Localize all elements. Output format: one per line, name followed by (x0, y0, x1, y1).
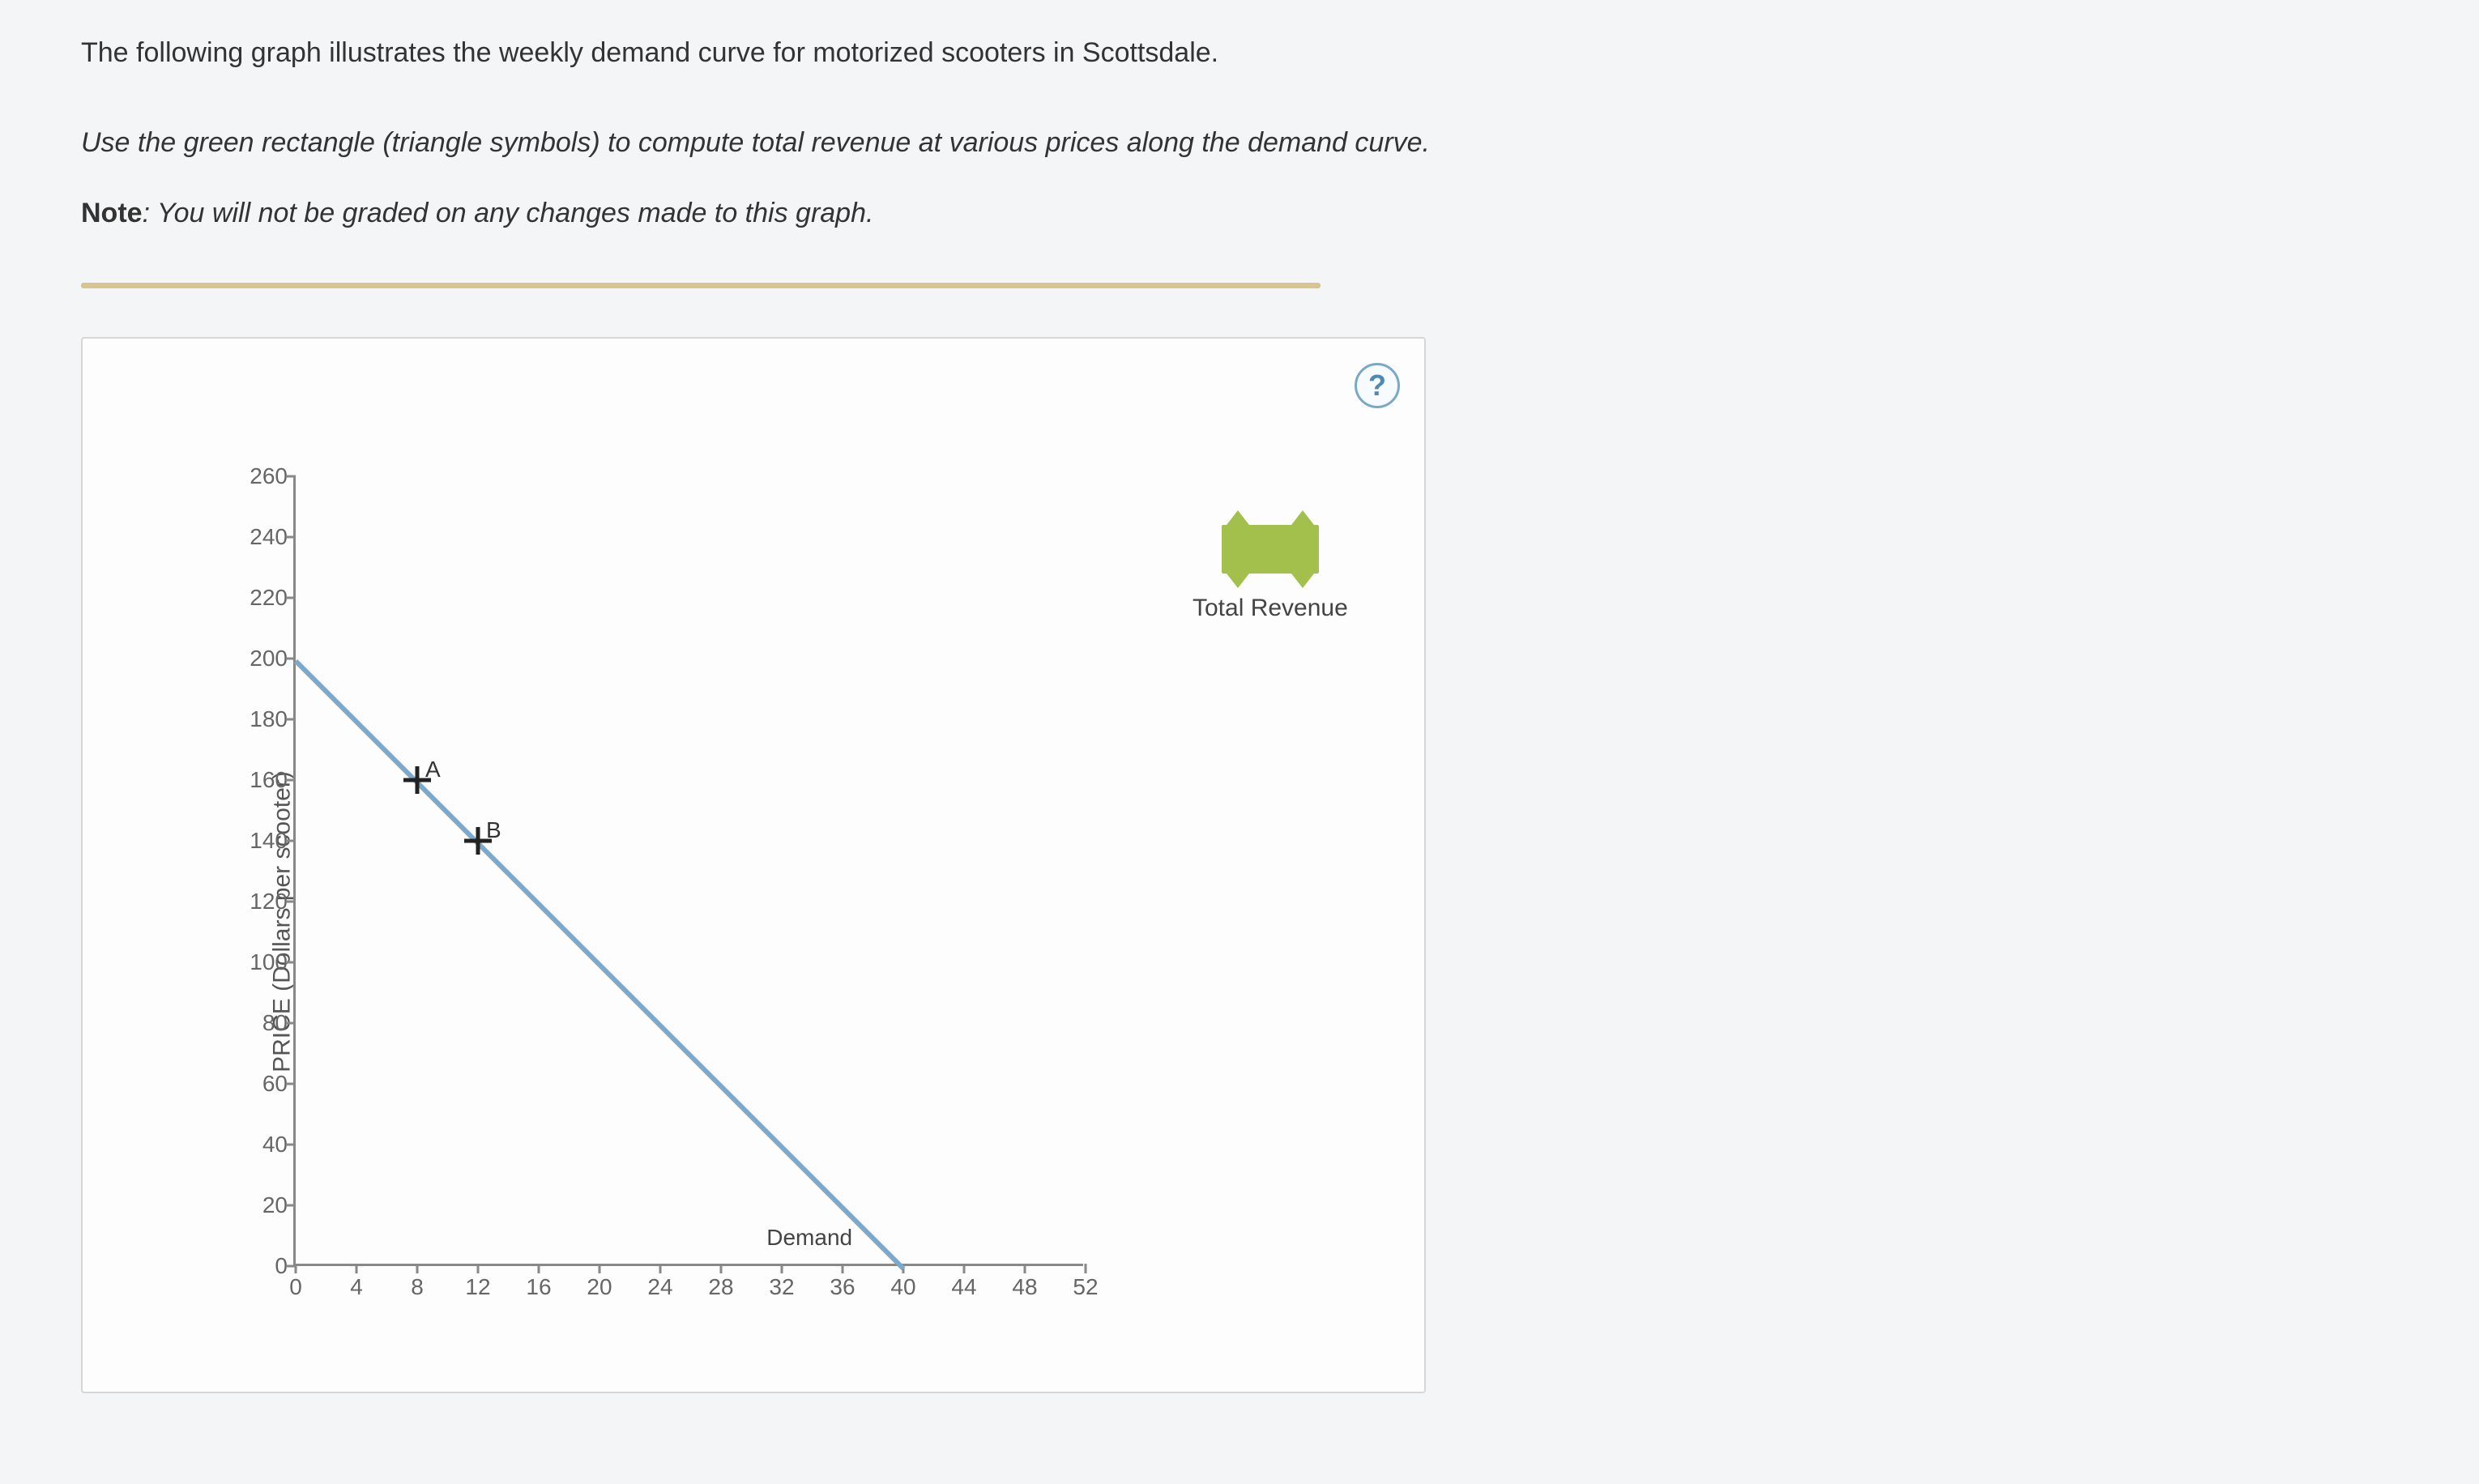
note-label: Note (81, 198, 143, 228)
x-tick-label: 28 (708, 1270, 733, 1304)
x-tick-label: 4 (350, 1270, 363, 1304)
legend-label: Total Revenue (1193, 590, 1348, 626)
y-tick-label: 260 (223, 459, 288, 493)
instruction-text: Use the green rectangle (triangle symbol… (81, 122, 2398, 164)
x-tick-label: 12 (465, 1270, 490, 1304)
plot-area[interactable]: 0204060801001201401601802002202402600481… (293, 476, 1083, 1266)
chart-panel: ? PRICE (Dollars per scooter) 0204060801… (81, 337, 1426, 1393)
y-tick-label: 240 (223, 520, 288, 554)
y-tick-label: 140 (223, 824, 288, 858)
x-tick-label: 24 (647, 1270, 672, 1304)
y-tick-label: 220 (223, 581, 288, 615)
demand-label: Demand (766, 1221, 852, 1255)
y-tick-label: 0 (223, 1249, 288, 1283)
x-tick-label: 44 (951, 1270, 976, 1304)
y-tick-label: 100 (223, 945, 288, 979)
divider (81, 283, 1321, 288)
legend-total-revenue[interactable]: Total Revenue (1193, 525, 1348, 626)
x-tick-label: 52 (1073, 1270, 1098, 1304)
y-tick-label: 120 (223, 885, 288, 919)
note-text: : You will not be graded on any changes … (143, 198, 874, 228)
y-tick-label: 40 (223, 1128, 288, 1162)
x-tick-label: 36 (830, 1270, 855, 1304)
y-tick-label: 80 (223, 1006, 288, 1040)
x-tick-label: 16 (526, 1270, 551, 1304)
note-line: Note: You will not be graded on any chan… (81, 193, 2398, 234)
triangle-rectangle-icon (1222, 525, 1319, 574)
x-tick-label: 20 (587, 1270, 612, 1304)
point-label-b: B (486, 813, 501, 847)
y-tick-label: 180 (223, 702, 288, 736)
help-button[interactable]: ? (1355, 363, 1400, 408)
demand-line (294, 659, 905, 1270)
x-tick-label: 40 (890, 1270, 915, 1304)
y-tick-label: 160 (223, 763, 288, 797)
x-tick-label: 48 (1012, 1270, 1037, 1304)
y-tick-label: 60 (223, 1067, 288, 1101)
y-tick-label: 20 (223, 1188, 288, 1222)
y-tick-label: 200 (223, 642, 288, 676)
point-label-a: A (425, 753, 441, 787)
intro-text: The following graph illustrates the week… (81, 32, 2398, 74)
x-tick-label: 0 (289, 1270, 302, 1304)
x-tick-label: 8 (411, 1270, 424, 1304)
x-tick-label: 32 (769, 1270, 794, 1304)
chart[interactable]: PRICE (Dollars per scooter) 020406080100… (188, 476, 1400, 1367)
